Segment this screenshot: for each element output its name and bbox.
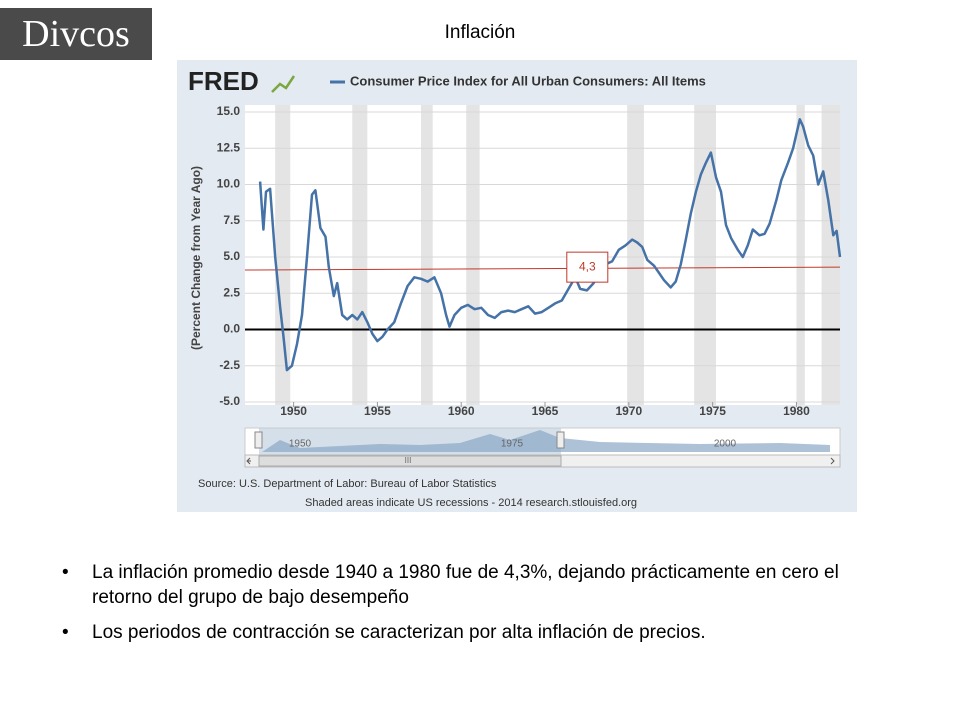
recession-band — [466, 105, 480, 405]
recession-band — [627, 105, 644, 405]
annotation-label: 4,3 — [579, 259, 596, 273]
legend-label: Consumer Price Index for All Urban Consu… — [350, 73, 706, 88]
navigator-label: 2000 — [714, 439, 737, 450]
trend-line — [244, 266, 841, 271]
chart: -5.0 -2.5 0.0 2.5 5.0 7.5 10.0 12.5 15.0 1950 1955… — [177, 60, 857, 512]
x-tick-label: 1955 — [364, 404, 391, 418]
plot-area — [245, 105, 840, 405]
scrollbar-label: III — [405, 456, 412, 465]
recession-band — [694, 105, 716, 405]
bullet-list: La inflación promedio desde 1940 a 1980 … — [62, 560, 862, 655]
y-tick-label: 10.0 — [217, 177, 241, 191]
y-tick-label: -2.5 — [219, 358, 240, 372]
plot-layer: -5.0 -2.5 0.0 2.5 5.0 7.5 10.0 12.5 15.0 1950 1955… — [217, 104, 842, 418]
y-tick-label: 2.5 — [223, 285, 240, 299]
x-tick-label: 1960 — [448, 404, 475, 418]
bullet: Los periodos de contracción se caracteri… — [62, 620, 862, 645]
scroll-left[interactable] — [246, 457, 251, 465]
brand-icon — [271, 75, 296, 93]
navigator-handle[interactable] — [556, 431, 565, 449]
bullet: La inflación promedio desde 1940 a 1980 … — [62, 560, 862, 610]
y-axis-label: (Percent Change from Year Ago) — [189, 166, 203, 350]
x-tick-label: 1965 — [532, 404, 559, 418]
scrollbar-thumb[interactable] — [258, 455, 562, 467]
recession-band — [420, 105, 433, 405]
series-line — [258, 118, 842, 372]
x-tick-label: 1980 — [783, 404, 810, 418]
logo: Divcos — [0, 8, 152, 60]
scroll-right[interactable] — [830, 457, 835, 465]
navigator-area — [262, 430, 830, 452]
recession-band — [352, 105, 368, 405]
recession-band — [821, 105, 840, 405]
annotation-box — [566, 251, 609, 283]
navigator-handle[interactable] — [254, 431, 263, 449]
y-tick-label: 7.5 — [223, 213, 240, 227]
x-tick-label: 1950 — [280, 404, 307, 418]
y-tick-label: 15.0 — [217, 104, 241, 118]
y-tick-label: 12.5 — [217, 140, 241, 154]
recession-band — [796, 105, 805, 405]
navigator-label: 1975 — [501, 439, 524, 450]
y-tick-label: 5.0 — [223, 249, 240, 263]
brand: FRED — [188, 66, 259, 96]
y-tick-label: -5.0 — [219, 394, 240, 408]
recession-band — [275, 105, 291, 405]
navigator-label: 1950 — [289, 439, 312, 450]
slide-title: Inflación — [444, 22, 516, 43]
x-tick-label: 1970 — [615, 404, 642, 418]
x-tick-label: 1975 — [699, 404, 726, 418]
note: Shaded areas indicate US recessions - 20… — [305, 497, 637, 509]
source: Source: U.S. Department of Labor: Bureau… — [198, 478, 497, 490]
y-tick-label: 0.0 — [223, 322, 240, 336]
